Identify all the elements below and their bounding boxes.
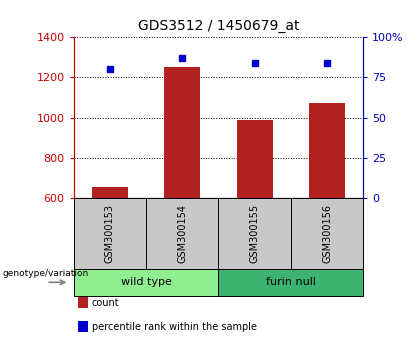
Text: GSM300154: GSM300154 xyxy=(177,204,187,263)
Bar xyxy=(92,187,128,198)
Text: wild type: wild type xyxy=(121,277,171,287)
Text: count: count xyxy=(92,298,119,308)
Title: GDS3512 / 1450679_at: GDS3512 / 1450679_at xyxy=(138,19,299,33)
Text: GSM300156: GSM300156 xyxy=(322,204,332,263)
Text: furin null: furin null xyxy=(266,277,316,287)
Text: GSM300153: GSM300153 xyxy=(105,204,115,263)
Bar xyxy=(236,120,273,198)
Text: GSM300155: GSM300155 xyxy=(249,204,260,263)
Text: percentile rank within the sample: percentile rank within the sample xyxy=(92,322,257,332)
Bar xyxy=(309,103,345,198)
Text: genotype/variation: genotype/variation xyxy=(2,269,88,278)
Bar xyxy=(164,67,200,198)
